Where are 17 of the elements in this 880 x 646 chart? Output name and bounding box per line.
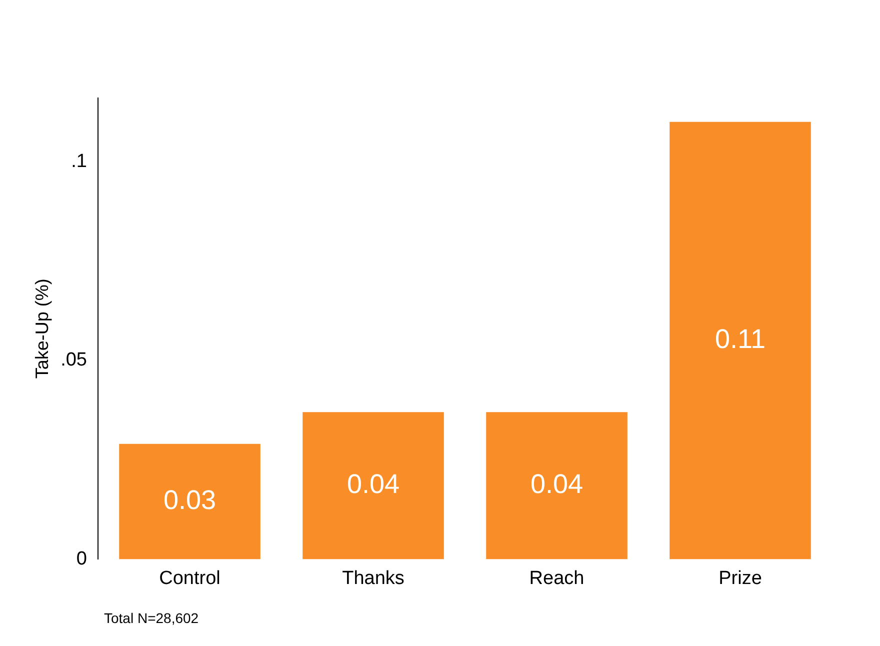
x-tick-label: Thanks (342, 568, 404, 589)
y-tick-label: 0 (76, 548, 88, 570)
x-tick-label: Control (159, 568, 220, 589)
data-label: 0.04 (346, 469, 400, 500)
bar (486, 412, 628, 560)
text: Total N=28,602 (104, 610, 199, 626)
y-tick-label: .05 (60, 350, 88, 371)
x-tick-label: Reach (529, 568, 584, 589)
bar (302, 412, 444, 560)
y-tick-label: .1 (71, 150, 88, 172)
y-axis-title: Take-Up (%) (32, 278, 52, 379)
bar (670, 122, 811, 560)
bar (119, 444, 260, 560)
data-label: 0.11 (714, 324, 766, 354)
data-label: 0.04 (530, 469, 584, 500)
x-tick-label: Prize (718, 568, 762, 589)
data-label: 0.03 (163, 485, 216, 516)
